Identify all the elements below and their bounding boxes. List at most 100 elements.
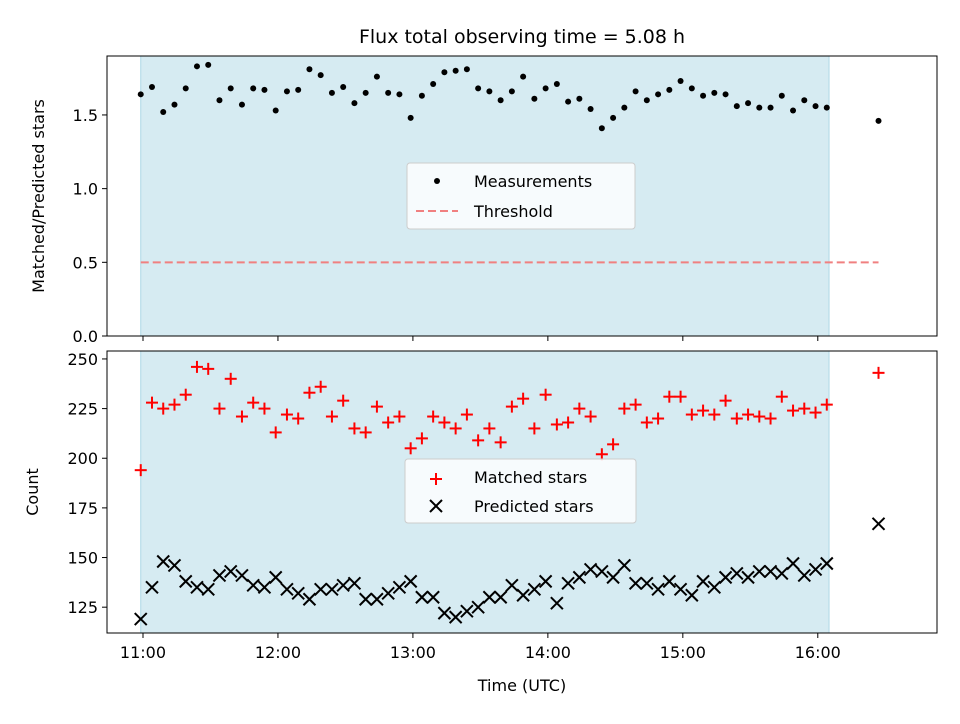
matched-star-point: [719, 394, 732, 407]
matched-star-point: [809, 406, 822, 419]
measurement-point: [700, 92, 707, 99]
measurement-point: [767, 104, 774, 111]
matched-star-point: [202, 362, 215, 375]
matched-star-point: [584, 410, 597, 423]
predicted-star-point: [145, 580, 159, 595]
predicted-star-point: [617, 558, 632, 573]
predicted-star-point: [662, 574, 677, 589]
predicted-star-point: [730, 566, 744, 581]
measurement-point: [250, 85, 257, 92]
measurement-point: [475, 85, 482, 92]
measurement-point: [463, 66, 470, 73]
matched-star-point: [472, 434, 485, 447]
measurement-point: [778, 92, 785, 99]
predicted-star-point: [190, 580, 204, 595]
x-tick-label: 14:00: [525, 643, 571, 662]
top-x-axis-ticks: [142, 336, 819, 341]
bottom-y-axis-label: Count: [23, 468, 42, 516]
measurement-point: [216, 97, 223, 104]
matched-star-point: [663, 390, 676, 403]
measurement-point: [542, 85, 549, 92]
x-tick-label: 13:00: [390, 643, 436, 662]
legend-predicted-marker: [429, 499, 443, 513]
top-plot-frame: [106, 55, 938, 337]
matched-star-point: [280, 408, 293, 421]
y-tick-label: 125: [67, 598, 98, 617]
matched-star-point: [528, 422, 541, 435]
matched-star-point: [382, 416, 395, 429]
bottom-plot-frame: [106, 350, 938, 634]
matched-star-point: [640, 416, 653, 429]
matched-star-point: [314, 380, 327, 393]
measurement-point: [497, 97, 504, 104]
y-tick-label: 225: [67, 400, 98, 419]
measurement-point: [576, 95, 583, 102]
measurement-point: [531, 95, 538, 102]
predicted-star-point: [595, 564, 609, 579]
predicted-star-point: [718, 570, 733, 585]
measurement-point: [373, 73, 380, 80]
bottom-legend-box: [404, 458, 637, 524]
measurement-point: [733, 103, 740, 110]
predicted-star-point: [471, 600, 485, 614]
matched-star-point: [190, 360, 203, 373]
matched-star-point: [629, 398, 642, 411]
predicted-star-point: [246, 578, 260, 593]
measurement-point: [272, 107, 279, 114]
measurement-point: [351, 100, 358, 107]
predicted-star-point: [358, 592, 373, 606]
measurement-point: [295, 86, 302, 93]
matched-star-point: [872, 366, 885, 379]
predicted-star-point: [381, 586, 395, 600]
predicted-star-point: [257, 580, 272, 595]
top-y-axis: 0.0 0.5 1.0 1.5: [73, 106, 107, 346]
matched-star-point: [460, 408, 473, 421]
legend-measurements-label: Measurements: [474, 172, 592, 191]
legend-measurements-marker: [434, 178, 440, 184]
legend-matched-marker: [430, 473, 442, 485]
measurement-point: [306, 66, 313, 73]
predicted-star-point: [696, 574, 710, 589]
measurement-point: [441, 69, 448, 76]
measurement-point: [160, 109, 167, 115]
measurement-point: [823, 104, 830, 111]
matched-star-point: [427, 410, 440, 423]
predicted-star-point: [268, 570, 283, 585]
predicted-star-point: [347, 576, 362, 591]
matched-star-point: [595, 448, 608, 461]
y-tick-label: 175: [67, 499, 98, 518]
measurement-point: [362, 89, 369, 96]
measurement-point: [812, 103, 819, 110]
predicted-star-point: [437, 606, 452, 620]
predicted-star-point: [516, 588, 530, 602]
matched-star-point: [134, 464, 147, 477]
measurement-point: [711, 89, 718, 96]
matched-star-point: [359, 426, 372, 439]
matched-star-point: [213, 402, 226, 415]
matched-star-point: [157, 402, 170, 415]
measurement-point: [452, 67, 459, 74]
predicted-star-point: [538, 574, 553, 589]
y-tick-label: 200: [67, 449, 98, 468]
measurement-point: [261, 86, 268, 93]
predicted-star-point: [212, 568, 227, 583]
measurement-point: [396, 91, 403, 98]
measurement-point: [385, 89, 392, 96]
predicted-star-point: [493, 590, 508, 604]
measurement-point: [486, 88, 493, 95]
top-legend: Measurements Threshold: [406, 162, 636, 230]
predicted-star-point: [179, 574, 193, 589]
measurement-point: [328, 89, 335, 96]
matched-star-point: [269, 426, 282, 439]
predicted-star-point: [572, 570, 587, 585]
measurement-point: [790, 107, 797, 114]
measurement-point: [655, 91, 662, 98]
matched-star-point: [708, 408, 721, 421]
matched-star-point: [539, 388, 552, 401]
measurement-point: [283, 88, 290, 95]
measurement-point: [553, 81, 560, 87]
matched-star-point: [730, 412, 743, 425]
predicted-star-point: [336, 578, 350, 593]
predicted-star-point: [550, 596, 564, 610]
